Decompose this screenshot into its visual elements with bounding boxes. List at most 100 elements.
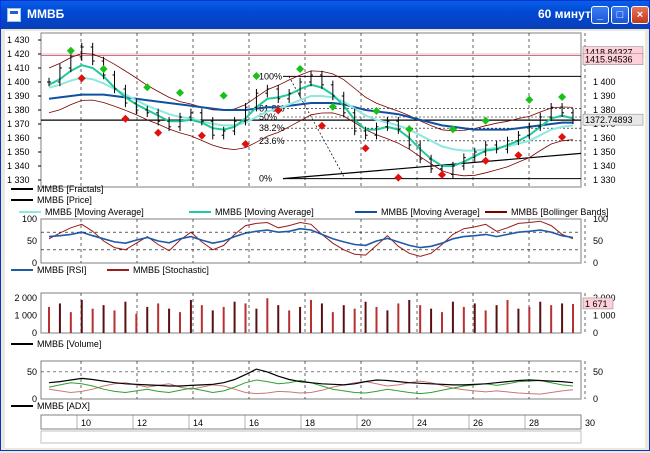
window-icon [7, 8, 21, 22]
fractal-up-marker [219, 91, 228, 100]
price-y-tick: 1 430 [7, 35, 30, 45]
timeframe-label: 60 минут [538, 7, 591, 21]
fractal-down-marker [77, 74, 86, 83]
fractal-down-marker [197, 131, 206, 140]
legend-label: ММВБ [Bollinger Bands] [511, 207, 608, 217]
chart-canvas[interactable]: 10 12 14 16 18 20 24 26 28 30 1 430 1 420 1 410 1 400… [5, 31, 645, 448]
rsi-right-tick: 50 [593, 236, 603, 246]
price-y-tick: 1 410 [7, 63, 30, 73]
adx-right-tick: 0 [593, 394, 598, 404]
price-y-tick: 1 330 [7, 175, 30, 185]
legend-label: ММВБ [Volume] [37, 339, 101, 349]
window-title: ММВБ [27, 7, 65, 21]
price-right-tick: 1 340 [593, 161, 616, 171]
price-y-tick: 1 420 [7, 49, 30, 59]
rsi-right-tick: 0 [593, 258, 598, 268]
fib-level-label: 100% [259, 71, 282, 81]
fractal-up-marker [66, 46, 75, 55]
chart-svg[interactable]: 10 12 14 16 18 20 24 26 28 30 1 430 1 420 1 410 1 400… [5, 31, 645, 448]
fractal-up-marker [525, 95, 534, 104]
x-tick-label: 18 [305, 418, 315, 428]
fractal-down-marker [514, 151, 523, 160]
volume-right-tick: 0 [593, 328, 598, 338]
price-y-tick: 1 400 [7, 77, 30, 87]
fractal-down-marker [274, 106, 283, 115]
x-tick-label: 26 [473, 418, 483, 428]
fib-level-label: 0% [259, 174, 272, 184]
fractal-up-marker [252, 72, 261, 80]
x-tick-label: 12 [137, 418, 147, 428]
x-tick-label: 24 [417, 418, 427, 428]
close-button[interactable]: × [631, 6, 649, 24]
fractal-up-marker [558, 93, 567, 101]
adx-line [48, 368, 574, 387]
legend-label: ММВБ [Moving Average] [215, 207, 314, 217]
fractal-down-marker [361, 144, 370, 153]
legend-label: ММВБ [Price] [37, 195, 92, 205]
volume-right-tick: 1 000 [593, 311, 616, 321]
price-right-tick: 1 400 [593, 77, 616, 87]
volume-last-box [582, 297, 614, 310]
minimize-button[interactable]: _ [591, 6, 609, 24]
rsi-y-tick: 50 [27, 236, 37, 246]
rsi-y-tick: 0 [32, 258, 37, 268]
fractal-down-marker [558, 133, 567, 141]
bollinger-lower-line [48, 99, 574, 177]
pane-frame-price [40, 32, 582, 188]
x-tick-label: 20 [361, 418, 371, 428]
fractal-up-marker [99, 65, 108, 73]
maximize-button[interactable]: □ [611, 6, 629, 24]
support-trendline [282, 152, 582, 180]
price-y-tick: 1 350 [7, 147, 30, 157]
price-y-tick: 1 390 [7, 91, 30, 101]
legend-label: ММВБ [Moving Average] [45, 207, 144, 217]
stochastic-line [48, 220, 574, 257]
price-y-tick: 1 380 [7, 105, 30, 115]
x-tick-label: 14 [193, 418, 203, 428]
fractal-up-marker [481, 116, 490, 125]
volume-last-tag: 1 671 [585, 299, 608, 309]
legend-label: ММВБ [Moving Average] [381, 207, 480, 217]
fractal-down-marker [394, 173, 403, 182]
fib-level-label: 61.8% [259, 104, 285, 114]
title-bar[interactable]: ММВБ 60 минут _ □ × [1, 1, 649, 29]
fib-diagonal [288, 76, 346, 179]
volume-y-tick: 0 [32, 328, 37, 338]
x-tick-label: 30 [585, 418, 595, 428]
fractal-down-marker [241, 140, 250, 148]
adx-y-tick: 0 [32, 394, 37, 404]
price-tag-mid-box [582, 53, 644, 65]
rsi-right-tick: 100 [593, 214, 608, 224]
price-right-tick: 1 360 [593, 133, 616, 143]
scroll-strip [40, 430, 582, 444]
adx-y-tick: 50 [27, 367, 37, 377]
fractal-up-marker [372, 107, 381, 115]
pane-frame-rsi [40, 218, 582, 264]
fib-level-label: 38.2% [259, 123, 285, 133]
pane-frame-adx [40, 360, 582, 400]
fractal-down-marker [438, 170, 446, 179]
volume-y-tick: 2 000 [14, 293, 37, 303]
last-price-tag: 1372.74893 [585, 115, 633, 125]
fractal-up-marker [296, 65, 305, 73]
fractal-down-marker [317, 121, 326, 130]
last-price-tag-box [582, 113, 644, 126]
price-y-tick: 1 370 [7, 119, 30, 129]
price-tag-mid: 1415.94536 [585, 55, 633, 65]
rsi-y-tick: 100 [22, 214, 37, 224]
legend-label: ММВБ [Fractals] [37, 184, 103, 194]
price-tag-high: 1418.84327 [585, 48, 633, 58]
price-right-tick: 1 380 [593, 105, 616, 115]
legend-label: ММВБ [Stochastic] [133, 265, 209, 275]
fractal-down-marker [154, 128, 163, 137]
fib-level-label: 23.6% [259, 136, 285, 146]
x-tick-label: 28 [529, 418, 539, 428]
fractal-up-marker [143, 83, 152, 92]
fractal-down-marker [121, 114, 130, 123]
fractal-down-marker [481, 156, 490, 165]
adx-right-tick: 50 [593, 367, 603, 377]
x-tick-label: 16 [249, 418, 259, 428]
price-right-tick: 1 350 [593, 147, 616, 157]
x-tick-label: 10 [81, 418, 91, 428]
